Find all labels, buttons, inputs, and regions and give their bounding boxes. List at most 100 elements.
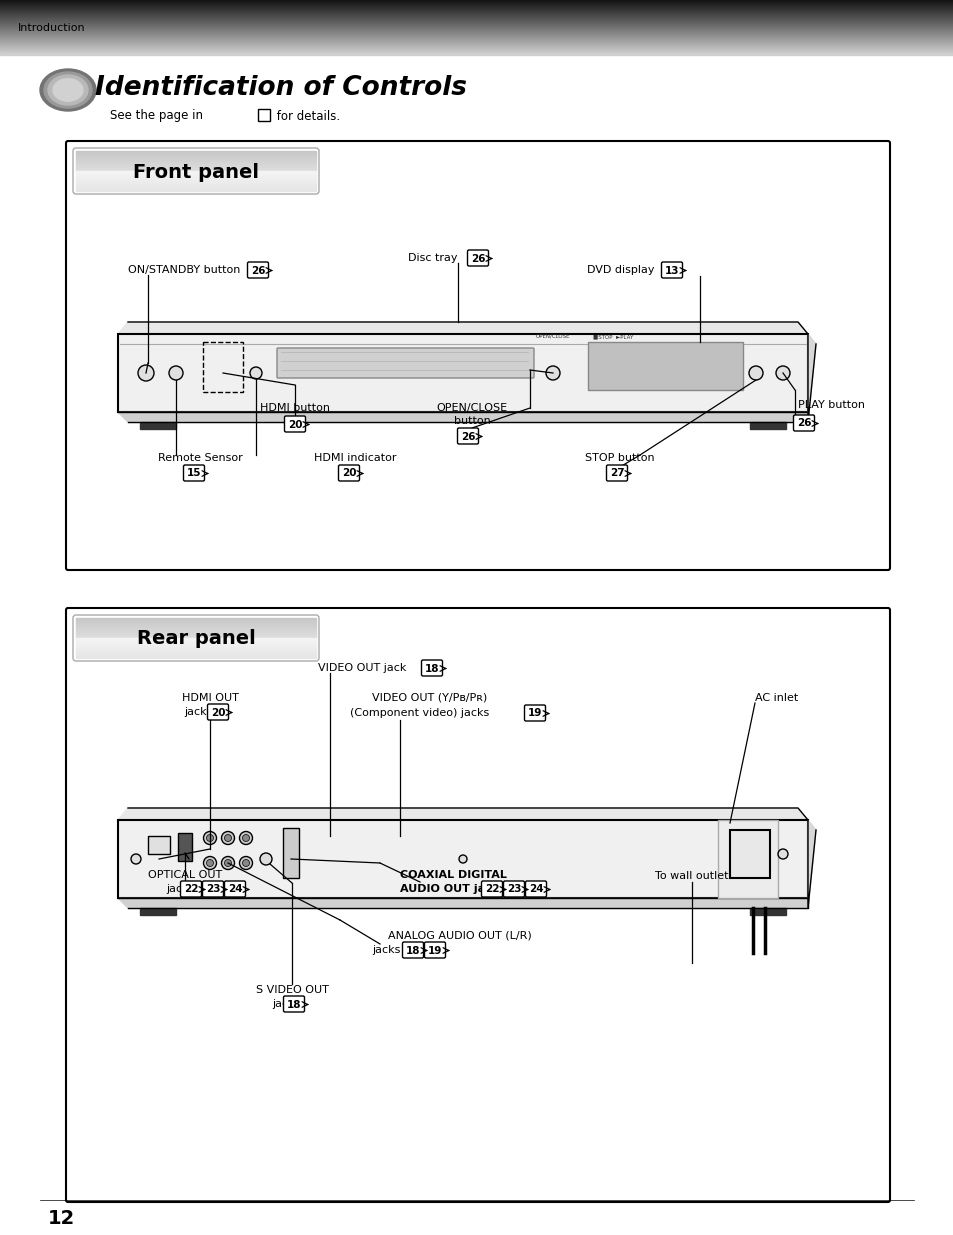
FancyBboxPatch shape [183,466,204,480]
Text: 12: 12 [48,1209,75,1228]
Ellipse shape [221,831,234,845]
Ellipse shape [250,367,262,379]
Text: DVD display: DVD display [587,266,655,275]
FancyBboxPatch shape [66,141,889,571]
FancyBboxPatch shape [283,995,304,1011]
Text: OPEN/CLOSE: OPEN/CLOSE [436,403,507,412]
Ellipse shape [48,75,88,105]
Text: button: button [453,416,490,426]
Polygon shape [807,820,815,908]
Ellipse shape [206,860,213,867]
Polygon shape [118,322,807,333]
Text: HDMI button: HDMI button [260,403,330,412]
Text: 23: 23 [506,884,520,894]
Bar [118,820,807,898]
Bar [148,836,170,853]
FancyBboxPatch shape [503,881,524,897]
Ellipse shape [260,853,272,864]
Text: 20: 20 [341,468,355,478]
Text: AUDIO OUT jack: AUDIO OUT jack [399,884,498,894]
Ellipse shape [53,79,83,101]
Text: 18: 18 [405,946,420,956]
FancyBboxPatch shape [208,704,229,720]
Text: STOP button: STOP button [584,453,654,463]
Text: VIDEO OUT jack: VIDEO OUT jack [317,663,406,673]
Text: Rear panel: Rear panel [136,630,255,648]
FancyBboxPatch shape [421,659,442,676]
FancyBboxPatch shape [525,881,546,897]
Text: To wall outlet: To wall outlet [655,871,728,881]
Ellipse shape [458,855,467,863]
Text: 22: 22 [484,884,498,894]
Bar [283,827,298,878]
Text: Remote Sensor: Remote Sensor [157,453,242,463]
Polygon shape [118,412,807,422]
Text: Disc tray: Disc tray [408,253,457,263]
Text: 23: 23 [206,884,220,894]
Bar [118,333,807,412]
Bar [749,908,785,915]
Text: 19: 19 [527,709,541,719]
Bar [140,908,175,915]
Text: 15: 15 [187,468,201,478]
Ellipse shape [239,831,253,845]
Text: 26: 26 [251,266,265,275]
Text: 26: 26 [470,253,485,263]
Bar [257,109,270,121]
Bar [178,832,192,861]
Ellipse shape [138,366,153,382]
Polygon shape [118,808,807,820]
Ellipse shape [44,72,91,107]
FancyBboxPatch shape [247,262,268,278]
FancyBboxPatch shape [202,881,223,897]
Bar [587,342,742,390]
Text: 26: 26 [796,419,810,429]
Polygon shape [807,333,815,422]
Bar [749,422,785,429]
Text: HDMI OUT: HDMI OUT [181,693,238,703]
Text: See the page in: See the page in [110,110,207,122]
Ellipse shape [131,853,141,864]
FancyBboxPatch shape [606,466,627,480]
Ellipse shape [221,857,234,869]
Text: (Component video) jacks: (Component video) jacks [350,708,489,718]
Text: for details.: for details. [273,110,340,122]
Text: Introduction: Introduction [18,23,86,33]
Bar [729,830,769,878]
FancyBboxPatch shape [660,262,681,278]
Ellipse shape [778,848,787,860]
Text: OPEN/CLOSE: OPEN/CLOSE [536,333,570,338]
Text: ■STOP  ►PLAY: ■STOP ►PLAY [593,335,633,340]
Ellipse shape [224,860,232,867]
Ellipse shape [748,366,762,380]
Text: COAXIAL DIGITAL: COAXIAL DIGITAL [399,869,506,881]
Text: 24: 24 [528,884,543,894]
Text: 26: 26 [460,431,475,441]
FancyBboxPatch shape [180,881,201,897]
Text: 18: 18 [424,663,438,673]
FancyBboxPatch shape [457,429,478,445]
Polygon shape [118,898,807,908]
Text: AC inlet: AC inlet [754,693,798,703]
Ellipse shape [224,835,232,841]
Text: Front panel: Front panel [132,163,258,182]
Ellipse shape [203,857,216,869]
FancyBboxPatch shape [424,942,445,958]
Ellipse shape [206,835,213,841]
Ellipse shape [545,366,559,380]
FancyBboxPatch shape [284,416,305,432]
Text: VIDEO OUT (Y/Pʙ/Pʀ): VIDEO OUT (Y/Pʙ/Pʀ) [372,693,487,703]
FancyBboxPatch shape [276,348,534,378]
FancyBboxPatch shape [481,881,502,897]
Text: OPTICAL OUT: OPTICAL OUT [148,869,222,881]
Text: 27: 27 [609,468,623,478]
FancyBboxPatch shape [467,249,488,266]
Ellipse shape [775,366,789,380]
Ellipse shape [203,831,216,845]
FancyBboxPatch shape [524,705,545,721]
Ellipse shape [169,366,183,380]
Text: Identification of Controls: Identification of Controls [95,75,467,101]
Text: 24: 24 [228,884,242,894]
Ellipse shape [242,860,250,867]
Text: jack: jack [185,706,207,718]
